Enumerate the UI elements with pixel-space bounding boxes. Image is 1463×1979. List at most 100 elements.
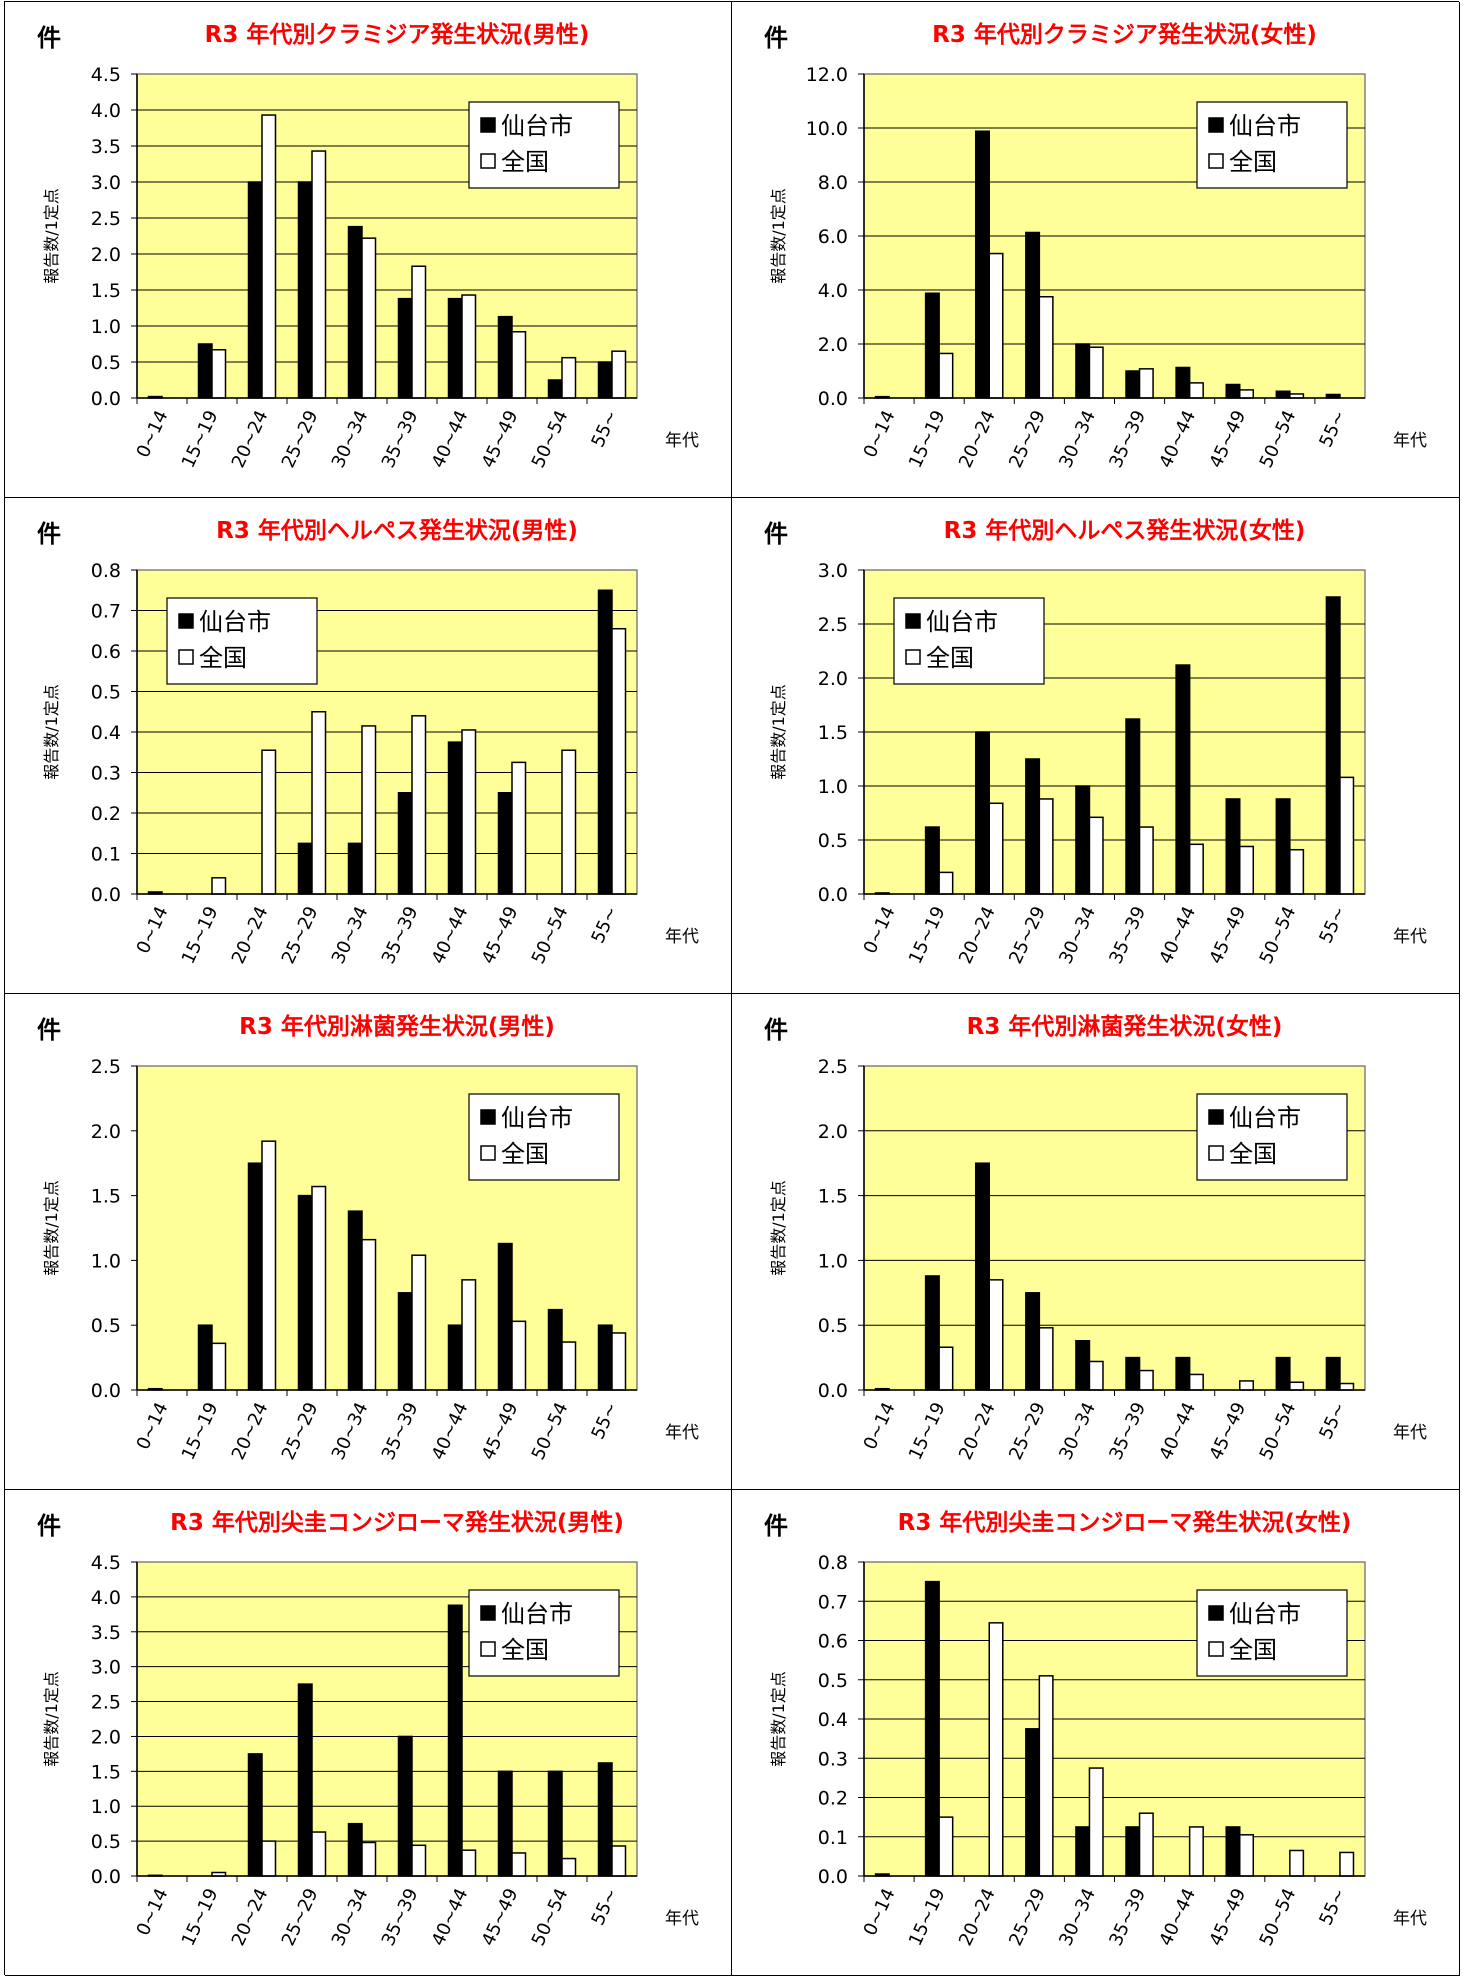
y-tick-label: 2.5 xyxy=(818,1056,848,1078)
unit-label: 件 xyxy=(764,24,788,52)
x-tick-label: 0~14 xyxy=(860,1885,900,1939)
x-tick-label: 25~29 xyxy=(1005,903,1050,967)
bar-national xyxy=(411,265,427,399)
bar-sendai xyxy=(597,589,613,895)
bar-national xyxy=(311,150,327,399)
x-axis-label: 年代 xyxy=(665,927,699,947)
x-axis-label: 年代 xyxy=(665,1909,699,1929)
x-tick-label: 35~39 xyxy=(378,903,423,967)
bar-sendai xyxy=(1325,1356,1341,1391)
legend-swatch-national xyxy=(178,649,194,665)
x-tick-label: 45~49 xyxy=(478,1885,523,1949)
x-tick-label: 40~44 xyxy=(1155,1885,1200,1949)
bar-national xyxy=(988,802,1004,895)
bar-sendai xyxy=(597,361,613,399)
bar-sendai xyxy=(1275,390,1291,399)
bar-sendai xyxy=(297,842,313,895)
unit-label: 件 xyxy=(37,1016,61,1044)
bar-sendai xyxy=(247,1753,263,1877)
y-tick-label: 0.8 xyxy=(91,560,121,582)
bar-sendai xyxy=(347,842,363,895)
x-tick-label: 0~14 xyxy=(133,1885,173,1939)
bar-national xyxy=(511,1320,527,1391)
x-tick-label: 25~29 xyxy=(1005,1885,1050,1949)
x-tick-label: 35~39 xyxy=(378,407,423,471)
legend-swatch-national xyxy=(480,1641,496,1657)
y-tick-label: 0.5 xyxy=(91,1315,121,1337)
y-tick-label: 1.0 xyxy=(91,316,121,338)
bar-sendai xyxy=(447,1604,463,1877)
y-tick-label: 1.5 xyxy=(818,1186,848,1208)
bar-national xyxy=(461,294,477,399)
legend-box xyxy=(468,1093,620,1181)
bar-national xyxy=(461,1279,477,1391)
y-tick-label: 0.6 xyxy=(91,641,121,663)
x-tick-label: 35~39 xyxy=(1105,1399,1150,1463)
legend-box xyxy=(468,101,620,189)
bar-national xyxy=(561,356,577,399)
unit-label: 件 xyxy=(37,520,61,548)
x-tick-label: 55~ xyxy=(587,407,622,450)
x-tick-label: 30~34 xyxy=(1055,1399,1100,1463)
x-tick-label: 50~54 xyxy=(528,1399,573,1463)
x-tick-label: 40~44 xyxy=(1155,903,1200,967)
y-tick-label: 0.0 xyxy=(818,388,848,410)
bar-sendai xyxy=(297,181,313,399)
y-tick-label: 0.0 xyxy=(818,1380,848,1402)
chart-panel-5: 件 R3 年代別淋菌発生状況(男性) 0.0 0.5 1.0 1.5 2.0 2.5 報告数/1… xyxy=(5,994,732,1490)
y-tick-label: 2.0 xyxy=(818,334,848,356)
y-tick-label: 2.0 xyxy=(818,1121,848,1143)
legend-label-national: 全国 xyxy=(926,644,974,672)
bar-national xyxy=(1239,1834,1255,1877)
y-tick-label: 3.5 xyxy=(91,1622,121,1644)
legend-label-sendai: 仙台市 xyxy=(501,1600,573,1628)
x-tick-label: 45~49 xyxy=(1206,903,1251,967)
legend-swatch-sendai xyxy=(480,117,496,133)
y-tick-label: 0.1 xyxy=(818,1827,848,1849)
bar-national xyxy=(411,1254,427,1391)
y-tick-label: 0.7 xyxy=(818,1591,848,1613)
y-tick-label: 0.0 xyxy=(91,884,121,906)
x-tick-label: 35~39 xyxy=(1105,903,1150,967)
y-tick-label: 0.2 xyxy=(818,1788,848,1810)
unit-label: 件 xyxy=(764,1512,788,1540)
legend-swatch-sendai xyxy=(178,613,194,629)
x-tick-label: 15~19 xyxy=(178,903,223,967)
bar-sendai xyxy=(397,1292,413,1391)
bar-sendai xyxy=(347,225,363,399)
y-tick-label: 1.0 xyxy=(91,1796,121,1818)
y-tick-label: 0.8 xyxy=(818,1552,848,1574)
x-tick-label: 55~ xyxy=(587,903,622,946)
y-axis-label: 報告数/1定点 xyxy=(42,188,61,284)
x-tick-label: 45~49 xyxy=(1206,407,1251,471)
y-tick-label: 0.2 xyxy=(91,803,121,825)
bar-national xyxy=(261,749,277,895)
bar-national xyxy=(1289,1849,1305,1877)
legend-label-sendai: 仙台市 xyxy=(501,112,573,140)
x-tick-label: 50~54 xyxy=(528,903,573,967)
x-tick-label: 15~19 xyxy=(905,1885,950,1949)
x-tick-label: 55~ xyxy=(1315,903,1350,946)
legend-swatch-national xyxy=(1208,153,1224,169)
bar-national xyxy=(561,1857,577,1877)
legend-swatch-national xyxy=(480,153,496,169)
legend-swatch-sendai xyxy=(1208,1605,1224,1621)
chart-svg-7: 件 R3 年代別尖圭コンジローマ発生状況(男性) 0.0 0.5 1.0 1.5 2.0 2.… xyxy=(37,1509,699,1949)
x-tick-label: 45~49 xyxy=(1206,1399,1251,1463)
bar-national xyxy=(361,237,377,399)
bar-national xyxy=(1239,389,1255,399)
y-tick-label: 0.0 xyxy=(818,884,848,906)
x-tick-label: 55~ xyxy=(1315,1885,1350,1928)
bar-sendai xyxy=(1025,1292,1041,1391)
x-tick-label: 25~29 xyxy=(278,1885,323,1949)
x-tick-label: 0~14 xyxy=(860,903,900,957)
x-tick-label: 20~24 xyxy=(228,1885,273,1949)
x-axis-label: 年代 xyxy=(1393,1909,1427,1929)
bar-sendai xyxy=(597,1324,613,1391)
y-tick-label: 2.0 xyxy=(91,1726,121,1748)
y-tick-label: 0.1 xyxy=(91,844,121,866)
legend-label-national: 全国 xyxy=(1229,1636,1277,1664)
